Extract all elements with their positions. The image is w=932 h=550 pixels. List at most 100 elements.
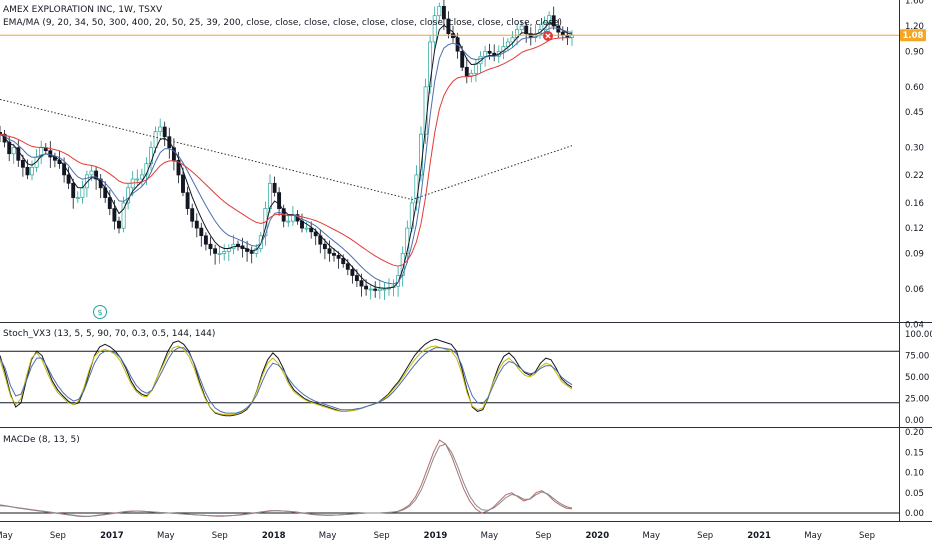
candle	[487, 43, 492, 60]
candle	[121, 196, 126, 233]
candle	[208, 236, 213, 256]
candle	[52, 152, 57, 168]
candle	[519, 20, 524, 34]
price-tick-label: 0.09	[905, 249, 924, 259]
macd-legend: MACDe (8, 13, 5)	[3, 435, 80, 445]
macd-tick-label: 0.15	[905, 448, 924, 458]
macd-axis[interactable]: 0.20 0.15 0.10 0.05 0.00	[905, 428, 924, 519]
dividend-marker[interactable]: $	[93, 305, 107, 319]
macd-signal-line	[0, 443, 573, 517]
candle	[222, 244, 227, 261]
candle	[126, 184, 131, 210]
time-tick-label: 2018	[262, 531, 286, 541]
price-pane[interactable]	[0, 0, 899, 300]
candle	[98, 174, 103, 199]
price-tick-label: 0.22	[905, 171, 924, 181]
candle	[25, 159, 30, 180]
candle	[551, 6, 556, 30]
candle	[501, 37, 506, 60]
time-tick-label: May	[643, 531, 661, 541]
stoch-tick-label: 0.00	[905, 416, 924, 426]
price-tick-label: 0.90	[905, 47, 924, 57]
candle	[505, 38, 510, 52]
candle	[332, 248, 336, 262]
ema-ma-legend: EMA/MA (9, 20, 34, 50, 300, 400, 20, 50,…	[3, 18, 562, 28]
candle	[387, 278, 391, 296]
time-tick-label: Sep	[374, 531, 390, 541]
macd-tick-label: 0.10	[905, 469, 924, 479]
time-tick-label: May	[319, 531, 337, 541]
candle	[432, 6, 437, 51]
candle	[80, 180, 85, 204]
price-tick-label: 0.16	[905, 199, 924, 209]
time-tick-label: Sep	[50, 531, 66, 541]
candle	[419, 126, 423, 182]
candle	[510, 31, 515, 48]
dividend-icon[interactable]	[93, 305, 107, 319]
candle	[71, 178, 76, 209]
ema-mid-line	[0, 27, 573, 285]
candle	[309, 221, 314, 239]
last-price-value: 1.08	[903, 31, 924, 41]
stoch-tick-label: 50.00	[905, 373, 929, 383]
candle	[181, 167, 185, 197]
candle	[528, 27, 533, 46]
candle	[190, 203, 195, 228]
candle	[66, 167, 71, 189]
time-tick-label: 2020	[585, 531, 609, 541]
candle	[199, 222, 204, 247]
time-tick-label: Sep	[859, 531, 875, 541]
macd-tick-label: 0.05	[905, 489, 924, 499]
time-tick-label: May	[481, 531, 499, 541]
price-tick-label: 1.20	[905, 22, 924, 32]
candle	[139, 168, 144, 187]
time-axis[interactable]: May Sep 2017 May Sep 2018 May Sep 2019 May Sep 2020…	[0, 531, 875, 541]
candle	[286, 216, 291, 227]
time-tick-label: 2021	[747, 531, 771, 541]
candle	[437, 2, 442, 22]
price-tick-label: 0.06	[905, 285, 924, 295]
macd-tick-label: 0.00	[905, 509, 924, 519]
candle	[464, 57, 469, 84]
candle	[226, 244, 231, 262]
candle	[89, 165, 94, 182]
price-tick-label: 1.60	[905, 0, 924, 7]
candle	[30, 160, 34, 181]
time-tick-label: Sep	[697, 531, 713, 541]
candle	[483, 45, 488, 67]
candle	[75, 191, 80, 203]
stoch-d-line	[0, 345, 573, 416]
candle	[446, 11, 451, 39]
candle	[327, 240, 332, 262]
time-tick-label: 2017	[100, 531, 124, 541]
stoch-slow-line	[0, 347, 573, 414]
macd-pane[interactable]: MACDe (8, 13, 5) 0.20 0.15 0.10 0.05 0.00	[0, 428, 924, 519]
candle	[107, 190, 112, 216]
symbol-title: AMEX EXPLORATION INC, 1W, TSXV	[3, 5, 163, 15]
candle	[322, 238, 327, 260]
candle	[272, 176, 277, 197]
macd-tick-label: 0.20	[905, 428, 924, 438]
price-tick-label: 0.45	[905, 108, 924, 118]
candle	[171, 138, 176, 171]
alert-marker[interactable]	[543, 31, 553, 41]
price-tick-label: 0.04	[905, 321, 924, 331]
candle	[318, 229, 323, 254]
stoch-legend: Stoch_VX3 (13, 5, 5, 90, 70, 0.3, 0.5, 1…	[3, 329, 215, 339]
time-tick-label: May	[804, 531, 822, 541]
stoch-axis[interactable]: 100.00 75.00 50.00 25.00 0.00	[905, 330, 932, 426]
price-tick-label: 0.30	[905, 144, 924, 154]
candle	[382, 282, 387, 300]
stoch-tick-label: 75.00	[905, 352, 929, 362]
candle	[217, 246, 222, 264]
price-axis[interactable]: 2.201.601.200.900.600.450.300.220.160.12…	[905, 0, 924, 331]
ma-long-line	[0, 98, 573, 201]
pane-borders	[0, 0, 932, 522]
time-tick-label: May	[157, 531, 175, 541]
candle	[117, 216, 121, 234]
candle	[277, 187, 282, 216]
candle	[176, 151, 181, 184]
stoch-pane[interactable]: Stoch_VX3 (13, 5, 5, 90, 70, 0.3, 0.5, 1…	[0, 329, 932, 426]
time-tick-label: Sep	[535, 531, 551, 541]
